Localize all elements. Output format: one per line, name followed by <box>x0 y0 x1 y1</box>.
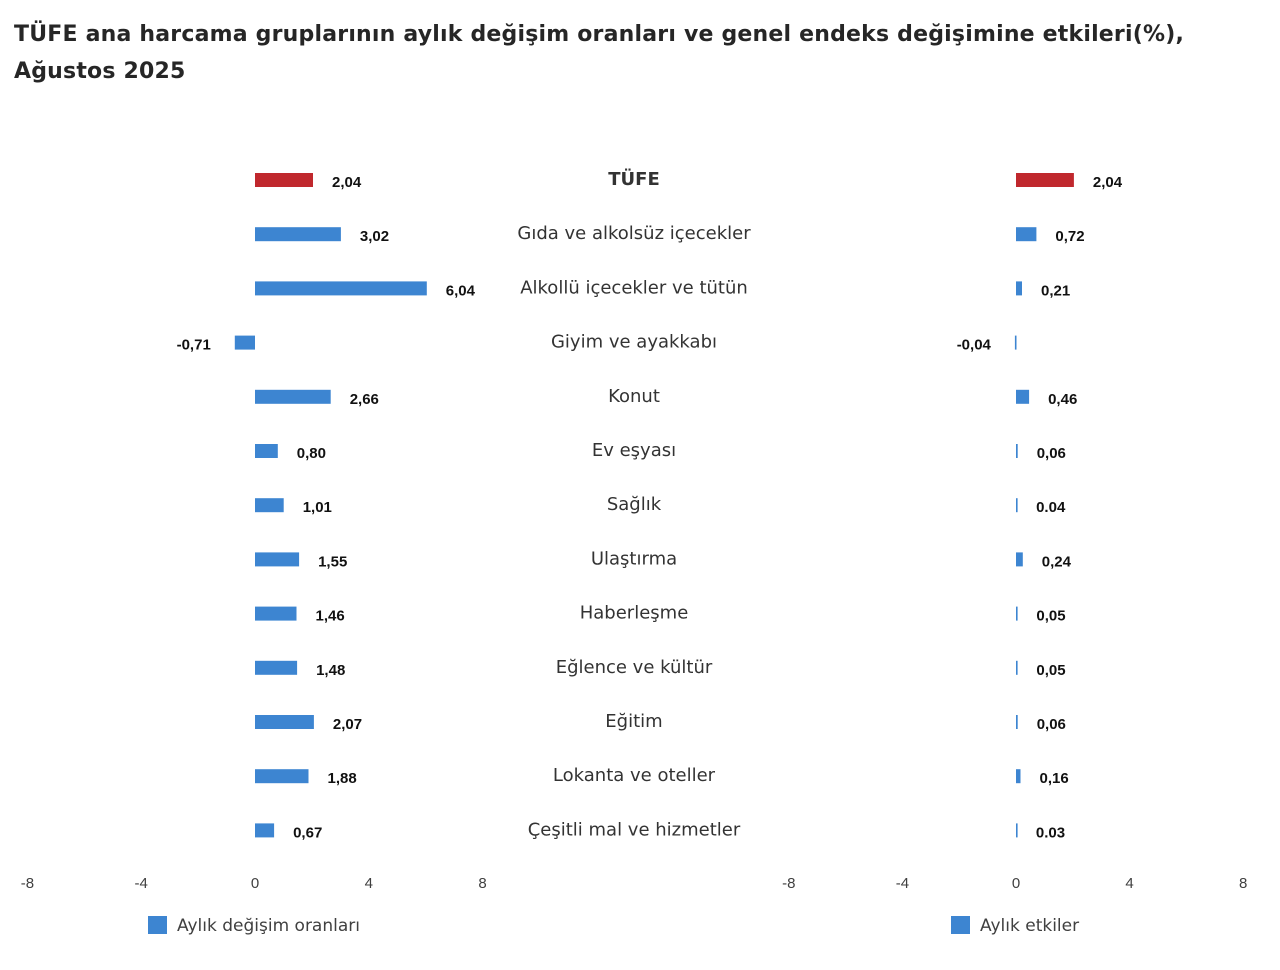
legend-label-1: Aylık etkiler <box>980 916 1079 936</box>
data-label-change-5: 0,80 <box>297 445 326 462</box>
bar-change-6 <box>255 498 284 513</box>
x-tick-change-4: 8 <box>478 875 486 892</box>
category-label-4: Konut <box>608 386 660 407</box>
x-tick-change-2: 0 <box>251 875 259 892</box>
bar-effect-10 <box>1016 715 1018 729</box>
category-label-6: Sağlık <box>607 494 662 515</box>
data-label-effect-0: 2,04 <box>1093 174 1123 191</box>
data-label-effect-2: 0,21 <box>1041 282 1070 299</box>
data-label-effect-5: 0,06 <box>1037 445 1066 462</box>
x-tick-change-1: -4 <box>135 875 148 892</box>
bar-effect-9 <box>1016 660 1018 675</box>
category-label-2: Alkollü içecekler ve tütün <box>520 277 748 298</box>
data-label-effect-12: 0.03 <box>1036 824 1065 841</box>
bar-change-12 <box>255 823 275 838</box>
bar-effect-1 <box>1016 227 1037 242</box>
data-label-effect-1: 0,72 <box>1055 228 1084 245</box>
bar-change-2 <box>255 281 427 296</box>
bar-change-4 <box>255 389 331 404</box>
legend: Aylık değişim oranları Aylık etkiler <box>148 916 1079 936</box>
data-label-effect-4: 0,46 <box>1048 391 1077 408</box>
data-label-change-11: 1,88 <box>328 770 357 787</box>
bar-effect-3 <box>1014 335 1017 350</box>
x-tick-effect-3: 4 <box>1125 875 1133 892</box>
category-label-8: Haberleşme <box>580 603 689 624</box>
bar-change-8 <box>255 606 297 621</box>
bar-effect-12 <box>1016 823 1018 838</box>
category-label-5: Ev eşyası <box>592 440 676 461</box>
data-label-change-9: 1,48 <box>316 662 345 679</box>
bar-effect-8 <box>1016 606 1018 621</box>
data-label-effect-10: 0,06 <box>1037 716 1066 733</box>
data-label-change-6: 1,01 <box>303 499 332 516</box>
category-labels: TÜFE Gıda ve alkolsüz içecekler Alkollü iç… <box>517 168 751 840</box>
bar-change-9 <box>255 660 298 675</box>
data-label-change-0: 2,04 <box>332 174 362 191</box>
bar-change-1 <box>255 227 341 242</box>
data-label-change-4: 2,66 <box>350 391 379 408</box>
legend-swatch-0 <box>148 916 167 934</box>
legend-swatch-1 <box>951 916 970 934</box>
legend-label-0: Aylık değişim oranları <box>177 916 360 936</box>
data-label-change-12: 0,67 <box>293 824 322 841</box>
data-label-effect-3: -0,04 <box>957 337 992 354</box>
bar-effect-7 <box>1016 552 1023 567</box>
bar-effect-2 <box>1016 281 1022 296</box>
category-label-1: Gıda ve alkolsüz içecekler <box>517 223 751 244</box>
bar-change-3 <box>234 335 255 350</box>
bar-effect-5 <box>1016 444 1018 458</box>
panel-monthly-change: 2,04 3,02 6,04 -0,71 2,66 0,80 1,01 1,55 1,46 1,4… <box>21 173 487 892</box>
data-label-change-10: 2,07 <box>333 716 362 733</box>
bar-effect-6 <box>1016 498 1018 513</box>
bar-change-7 <box>255 552 300 567</box>
category-label-7: Ulaştırma <box>591 548 677 569</box>
data-label-change-2: 6,04 <box>446 282 476 299</box>
category-label-3: Giyim ve ayakkabı <box>551 332 717 353</box>
data-label-change-1: 3,02 <box>360 228 389 245</box>
category-label-12: Çeşitli mal ve hizmetler <box>528 819 741 840</box>
data-label-change-7: 1,55 <box>318 553 347 570</box>
bar-change-5 <box>255 444 278 458</box>
x-tick-change-0: -8 <box>21 875 34 892</box>
chart-title: TÜFE ana harcama gruplarının aylık değiş… <box>14 22 1185 84</box>
bar-effect-0 <box>1016 173 1074 187</box>
category-label-0: TÜFE <box>608 168 660 190</box>
data-label-effect-8: 0,05 <box>1036 608 1065 625</box>
category-label-9: Eğlence ve kültür <box>556 657 713 678</box>
x-tick-effect-0: -8 <box>782 875 795 892</box>
category-label-10: Eğitim <box>605 711 662 732</box>
x-tick-effect-4: 8 <box>1239 875 1247 892</box>
bar-effect-4 <box>1016 389 1030 404</box>
data-label-effect-9: 0,05 <box>1036 662 1065 679</box>
x-tick-effect-1: -4 <box>896 875 909 892</box>
data-label-change-3: -0,71 <box>177 337 211 354</box>
bar-change-0 <box>255 173 313 187</box>
x-tick-change-3: 4 <box>365 875 373 892</box>
data-label-effect-6: 0.04 <box>1036 499 1066 516</box>
bar-change-11 <box>255 769 309 784</box>
bar-change-10 <box>255 715 314 729</box>
panel-monthly-effect: 2,04 0,72 0,21 -0,04 0,46 0,06 0.04 0,24 0,05 0,0… <box>782 173 1247 892</box>
x-tick-effect-2: 0 <box>1012 875 1020 892</box>
data-label-effect-11: 0,16 <box>1040 770 1069 787</box>
data-label-change-8: 1,46 <box>316 608 345 625</box>
category-label-11: Lokanta ve oteller <box>553 765 716 786</box>
data-label-effect-7: 0,24 <box>1042 553 1072 570</box>
bar-effect-11 <box>1016 769 1021 784</box>
